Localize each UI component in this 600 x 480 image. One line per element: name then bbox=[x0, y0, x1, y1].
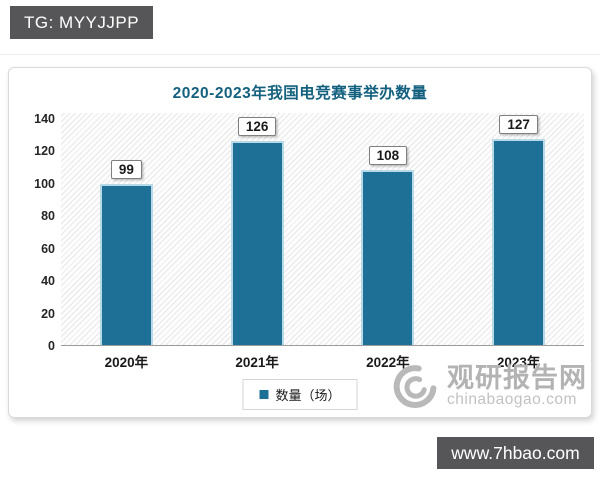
legend-marker-icon bbox=[259, 390, 269, 399]
site-badge: www.7hbao.com bbox=[437, 437, 594, 469]
top-divider bbox=[0, 54, 600, 55]
bar bbox=[99, 184, 153, 345]
bar bbox=[492, 139, 546, 345]
y-tick-label: 20 bbox=[41, 306, 55, 321]
y-tick-label: 80 bbox=[41, 209, 55, 224]
x-axis-label: 2022年 bbox=[366, 355, 410, 370]
y-tick-label: 120 bbox=[34, 144, 55, 159]
x-axis-label: 2023年 bbox=[496, 355, 541, 370]
plot-area: 99 126 108 127 bbox=[61, 113, 584, 346]
bar-slot: 126 bbox=[192, 113, 323, 345]
y-axis: 0 20 40 60 80 100 120 140 bbox=[15, 112, 55, 353]
y-tick-label: 40 bbox=[41, 274, 55, 289]
x-axis-label: 2020年 bbox=[104, 355, 149, 370]
bar-slot: 99 bbox=[61, 113, 192, 345]
chart-title: 2020-2023年我国电竞赛事举办数量 bbox=[172, 85, 428, 102]
x-axis-label: 2021年 bbox=[235, 355, 279, 370]
tg-badge: TG: MYYJJPP bbox=[10, 6, 154, 39]
legend-label: 数量（场） bbox=[275, 388, 341, 403]
y-tick-label: 0 bbox=[48, 339, 55, 353]
bar-value-label: 127 bbox=[499, 115, 538, 135]
x-axis: 2020年 2021年 2022年 2023年 bbox=[61, 351, 584, 371]
chart-card: 2020-2023年我国电竞赛事举办数量 0 20 40 60 80 100 120 140 … bbox=[8, 67, 592, 418]
y-tick-label: 100 bbox=[34, 176, 55, 191]
y-tick-label: 140 bbox=[34, 112, 55, 126]
y-tick-label: 60 bbox=[41, 241, 55, 256]
watermark-domain: chinabaogao.com bbox=[447, 391, 577, 408]
bar-value-label: 108 bbox=[368, 145, 408, 165]
legend: 数量（场） bbox=[242, 379, 358, 410]
bar bbox=[361, 169, 415, 345]
bar bbox=[230, 140, 284, 345]
bar-value-label: 99 bbox=[110, 160, 142, 180]
bar-value-label: 126 bbox=[237, 116, 277, 136]
bar-slot: 127 bbox=[453, 113, 584, 345]
bar-slot: 108 bbox=[323, 113, 454, 345]
